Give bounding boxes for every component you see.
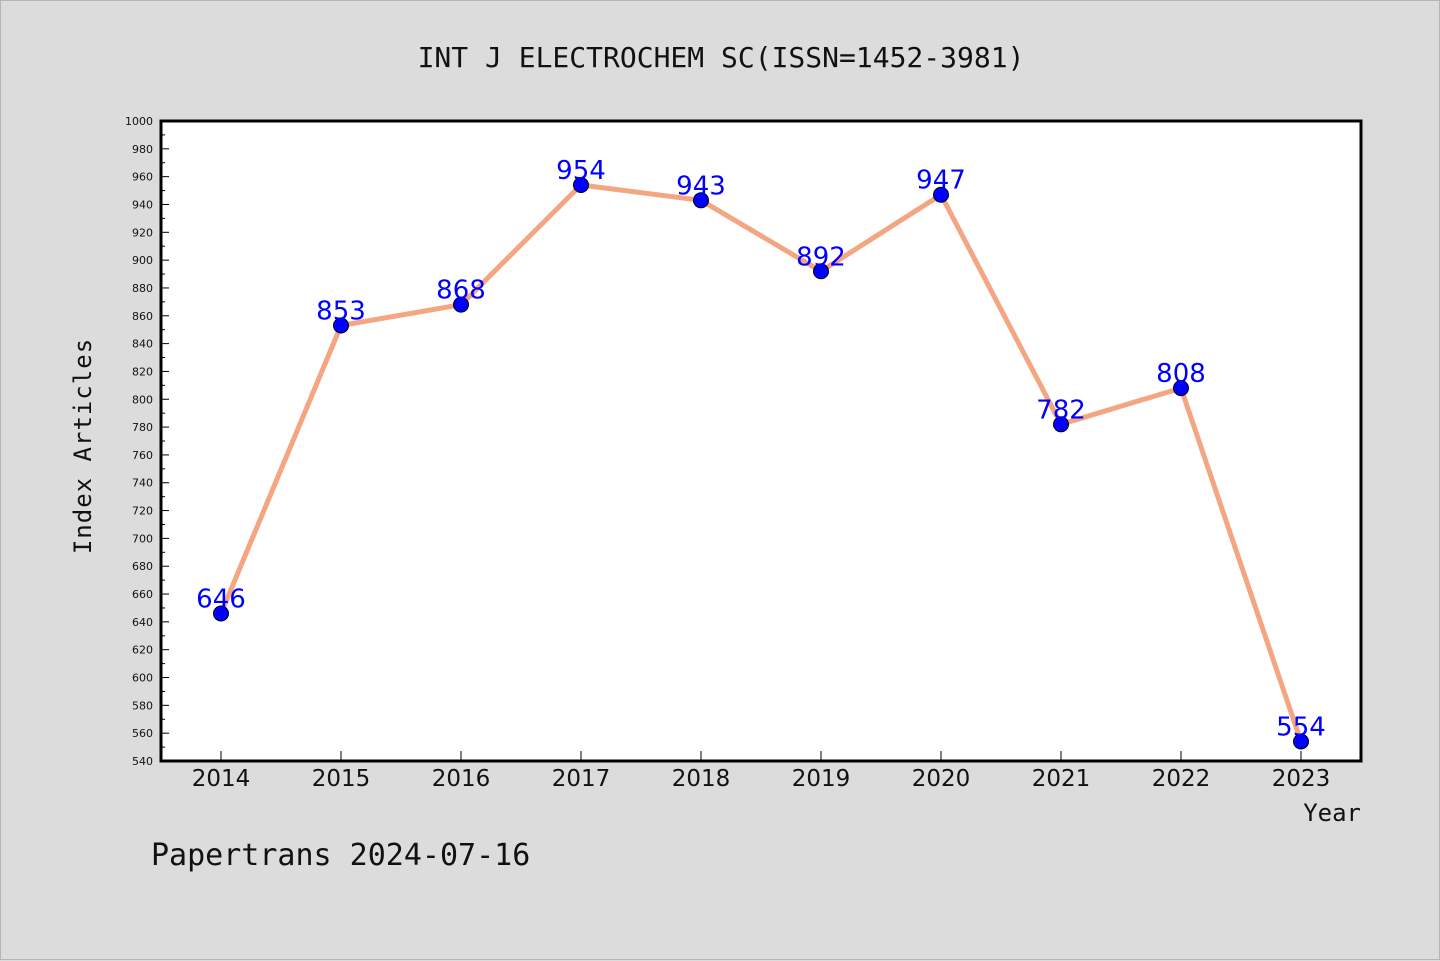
data-labels-group: 646 853 868 954 943 892 947 782 808 554 [196, 156, 1326, 743]
y-tick-label: 820 [132, 365, 153, 378]
y-tick-label: 580 [132, 699, 153, 712]
y-tick-label: 980 [132, 143, 153, 156]
data-label-2023: 554 [1276, 713, 1326, 743]
data-point-2017 [573, 177, 589, 193]
data-label-2022: 808 [1156, 359, 1206, 389]
y-tick-label: 880 [132, 282, 153, 295]
x-tick-label-2020: 2020 [912, 766, 971, 792]
y-tick-label: 600 [132, 672, 153, 685]
data-label-2015: 853 [316, 297, 366, 327]
y-tick-label: 860 [132, 310, 153, 323]
y-tick-label: 960 [132, 171, 153, 184]
y-tick-label: 660 [132, 588, 153, 601]
data-point-2023 [1293, 733, 1309, 750]
x-axis-label: Year [1303, 799, 1361, 827]
x-axis-ticks: 2014 2015 2016 2017 2018 2019 2020 2021 2022 2023 [192, 751, 1331, 792]
data-label-2014: 646 [196, 585, 246, 615]
x-tick-label-2021: 2021 [1032, 766, 1091, 792]
y-tick-label: 720 [132, 505, 153, 518]
data-point-2015 [333, 317, 349, 334]
series-markers-group [213, 177, 1309, 750]
y-axis-label: Index Articles [69, 338, 97, 554]
y-axis-ticks: 540 560 580 600 620 640 660 680 700 720 740 760 780 8… [125, 115, 169, 768]
y-tick-label: 1000 [125, 115, 153, 128]
plot-border [159, 119, 1363, 763]
data-point-2021 [1053, 416, 1069, 433]
data-point-2019 [813, 263, 829, 280]
y-tick-label: 640 [132, 616, 153, 629]
footer-source-date: Papertrans 2024-07-16 [151, 838, 530, 873]
x-tick-label-2017: 2017 [552, 766, 611, 792]
y-tick-label: 940 [132, 198, 153, 211]
data-label-2020: 947 [916, 166, 966, 196]
y-tick-label: 560 [132, 727, 153, 740]
data-label-2019: 892 [796, 242, 846, 272]
data-label-2016: 868 [436, 276, 486, 306]
y-tick-label: 700 [132, 532, 153, 545]
series-line [218, 182, 1304, 745]
x-tick-label-2016: 2016 [432, 766, 491, 792]
series-line-group [218, 182, 1304, 745]
x-tick-label-2019: 2019 [792, 766, 851, 792]
y-tick-label: 900 [132, 254, 153, 267]
data-label-2018: 943 [676, 171, 726, 201]
y-tick-label: 920 [132, 226, 153, 239]
chart-title: INT J ELECTROCHEM SC(ISSN=1452-3981) [418, 41, 1025, 74]
data-label-2021: 782 [1036, 395, 1086, 425]
y-tick-label: 800 [132, 393, 153, 406]
x-tick-label-2015: 2015 [312, 766, 371, 792]
data-point-2020 [933, 186, 949, 203]
y-tick-label: 840 [132, 338, 153, 351]
y-tick-label: 680 [132, 560, 153, 573]
data-point-2022 [1173, 380, 1189, 397]
x-tick-label-2022: 2022 [1152, 766, 1211, 792]
y-tick-label: 620 [132, 644, 153, 657]
x-tick-label-2018: 2018 [672, 766, 731, 792]
x-tick-label-2023: 2023 [1272, 766, 1331, 792]
y-tick-label: 760 [132, 449, 153, 462]
data-point-2014 [213, 605, 229, 622]
x-tick-label-2014: 2014 [192, 766, 251, 792]
data-point-2016 [453, 296, 469, 313]
plot-area [161, 121, 1361, 761]
y-tick-label: 740 [132, 477, 153, 490]
y-tick-label: 540 [132, 755, 153, 768]
y-tick-label: 780 [132, 421, 153, 434]
data-point-2018 [693, 192, 709, 209]
data-label-2017: 954 [556, 156, 606, 186]
